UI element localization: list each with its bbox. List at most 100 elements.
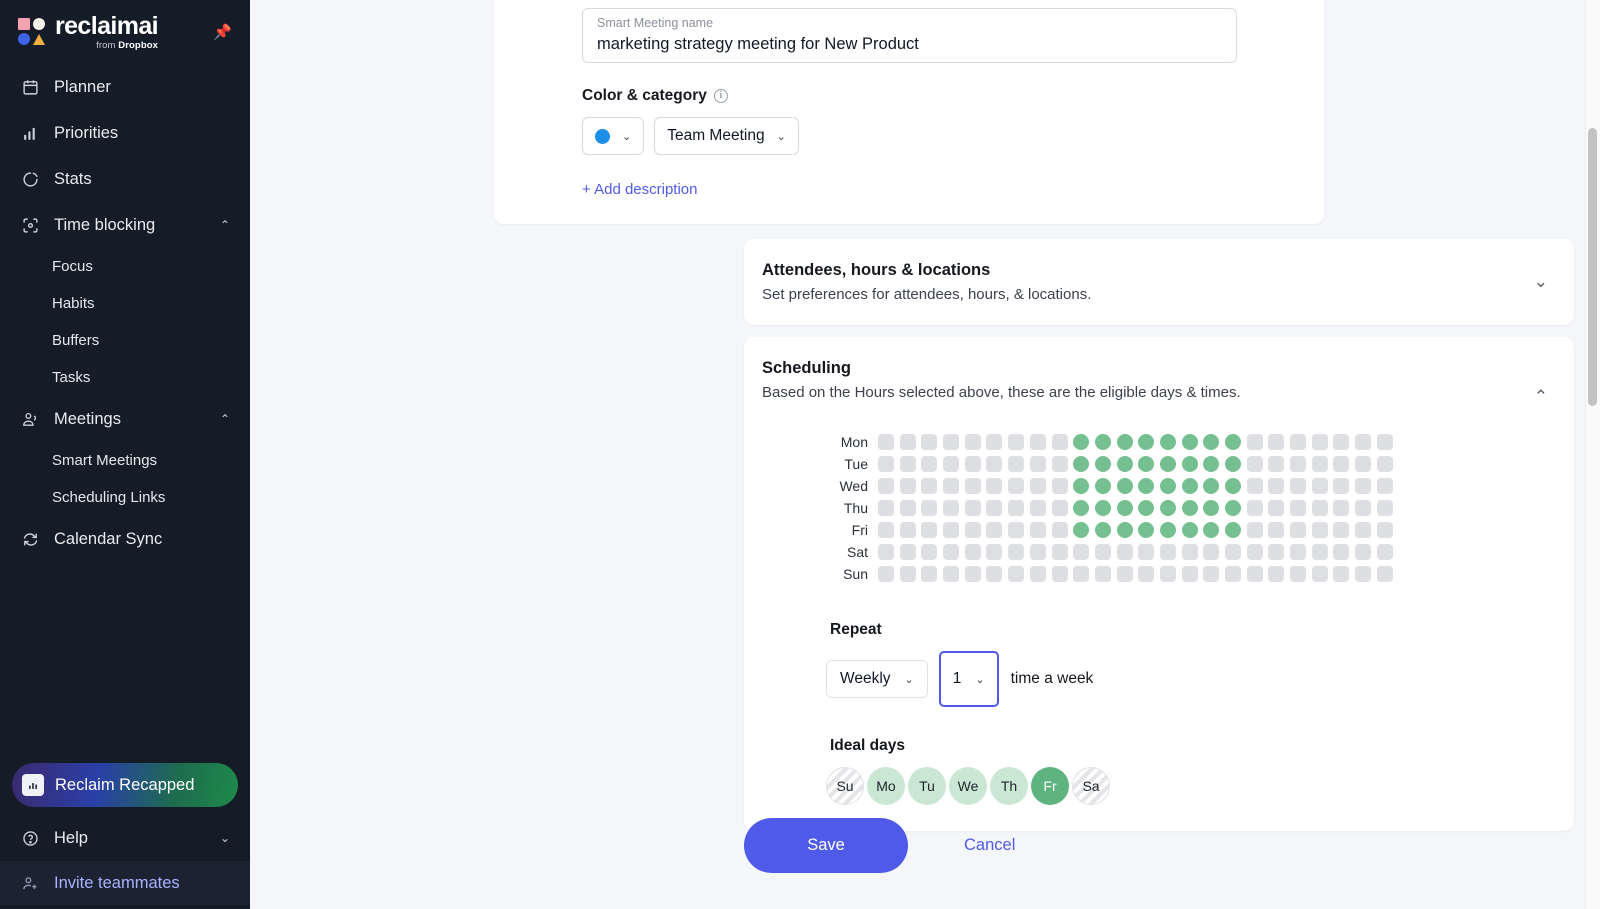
- availability-cell-selected[interactable]: [1116, 456, 1133, 472]
- availability-cell[interactable]: [1008, 544, 1025, 560]
- availability-cell-selected[interactable]: [1094, 500, 1111, 516]
- attendees-hours-locations-card[interactable]: Attendees, hours & locations Set prefere…: [744, 239, 1574, 325]
- ideal-day-chip-tu[interactable]: Tu: [908, 767, 946, 805]
- availability-cell-selected[interactable]: [1181, 434, 1198, 450]
- availability-cell-selected[interactable]: [1181, 500, 1198, 516]
- availability-cell-selected[interactable]: [1094, 478, 1111, 494]
- invite-teammates-button[interactable]: Invite teammates: [0, 861, 250, 905]
- info-icon[interactable]: i: [713, 89, 728, 103]
- add-description-link[interactable]: + Add description: [582, 181, 698, 198]
- availability-cell[interactable]: [1008, 522, 1025, 538]
- sidebar-item-focus[interactable]: Focus: [0, 248, 250, 285]
- availability-cell-selected[interactable]: [1073, 434, 1090, 450]
- availability-cell[interactable]: [1051, 544, 1068, 560]
- availability-cell[interactable]: [1290, 500, 1307, 516]
- availability-cell[interactable]: [1333, 456, 1350, 472]
- availability-cell[interactable]: [921, 544, 938, 560]
- sidebar-item-meetings[interactable]: Meetings ⌃: [0, 396, 250, 442]
- availability-cell[interactable]: [943, 522, 960, 538]
- sidebar-item-smart-meetings[interactable]: Smart Meetings: [0, 442, 250, 479]
- availability-cell[interactable]: [1246, 434, 1263, 450]
- availability-cell[interactable]: [878, 434, 894, 450]
- availability-cell-selected[interactable]: [1138, 456, 1155, 472]
- availability-cell[interactable]: [1051, 566, 1068, 582]
- availability-cell-selected[interactable]: [1094, 522, 1111, 538]
- sidebar-item-scheduling-links[interactable]: Scheduling Links: [0, 479, 250, 516]
- availability-cell[interactable]: [964, 500, 981, 516]
- availability-cell[interactable]: [1311, 544, 1328, 560]
- pin-icon[interactable]: 📌: [213, 23, 232, 41]
- availability-cell[interactable]: [1290, 478, 1307, 494]
- availability-cell[interactable]: [943, 456, 960, 472]
- availability-cell[interactable]: [1246, 478, 1263, 494]
- availability-cell[interactable]: [943, 434, 960, 450]
- sidebar-item-buffers[interactable]: Buffers: [0, 322, 250, 359]
- availability-cell[interactable]: [1376, 522, 1393, 538]
- sidebar-item-help[interactable]: Help ⌄: [0, 815, 250, 861]
- availability-cell-selected[interactable]: [1116, 522, 1133, 538]
- availability-cell-selected[interactable]: [1138, 522, 1155, 538]
- availability-cell[interactable]: [1094, 566, 1111, 582]
- availability-cell[interactable]: [986, 566, 1003, 582]
- availability-cell[interactable]: [1051, 434, 1068, 450]
- availability-cell[interactable]: [1008, 478, 1025, 494]
- availability-cell[interactable]: [1355, 544, 1372, 560]
- availability-cell[interactable]: [1290, 566, 1307, 582]
- availability-cell[interactable]: [1159, 566, 1176, 582]
- availability-cell-selected[interactable]: [1225, 500, 1241, 516]
- availability-cell[interactable]: [986, 500, 1003, 516]
- sidebar-item-planner[interactable]: Planner: [0, 64, 250, 110]
- availability-cell[interactable]: [1138, 544, 1155, 560]
- availability-cell[interactable]: [1311, 566, 1328, 582]
- availability-cell[interactable]: [1290, 434, 1307, 450]
- availability-cell[interactable]: [1029, 456, 1046, 472]
- availability-cell[interactable]: [1008, 434, 1025, 450]
- save-button[interactable]: Save: [744, 818, 908, 873]
- availability-cell[interactable]: [1225, 544, 1241, 560]
- availability-cell[interactable]: [986, 478, 1003, 494]
- availability-cell[interactable]: [1333, 500, 1350, 516]
- availability-cell[interactable]: [1355, 522, 1372, 538]
- availability-cell[interactable]: [899, 566, 916, 582]
- availability-cell[interactable]: [1290, 544, 1307, 560]
- availability-cell[interactable]: [1051, 500, 1068, 516]
- availability-cell[interactable]: [1246, 500, 1263, 516]
- vertical-scrollbar-track[interactable]: [1585, 0, 1600, 909]
- availability-cell[interactable]: [1268, 434, 1285, 450]
- availability-cell-selected[interactable]: [1116, 478, 1133, 494]
- availability-cell[interactable]: [1290, 522, 1307, 538]
- availability-cell[interactable]: [964, 544, 981, 560]
- availability-cell[interactable]: [1355, 500, 1372, 516]
- availability-cell[interactable]: [964, 566, 981, 582]
- availability-cell[interactable]: [1333, 544, 1350, 560]
- repeat-frequency-select[interactable]: Weekly ⌄: [826, 660, 928, 698]
- reclaim-recapped-button[interactable]: Reclaim Recapped: [12, 763, 238, 807]
- availability-cell[interactable]: [1311, 478, 1328, 494]
- availability-cell[interactable]: [899, 522, 916, 538]
- availability-cell[interactable]: [1029, 566, 1046, 582]
- availability-cell[interactable]: [1008, 500, 1025, 516]
- availability-cell[interactable]: [1159, 544, 1176, 560]
- availability-cell[interactable]: [1246, 522, 1263, 538]
- category-select[interactable]: Team Meeting ⌄: [654, 117, 799, 155]
- color-picker[interactable]: ⌄: [582, 117, 645, 155]
- availability-cell[interactable]: [899, 434, 916, 450]
- availability-cell[interactable]: [943, 478, 960, 494]
- chevron-up-icon[interactable]: ⌃: [219, 412, 230, 426]
- availability-cell[interactable]: [1268, 566, 1285, 582]
- availability-cell[interactable]: [1290, 456, 1307, 472]
- availability-cell[interactable]: [1376, 500, 1393, 516]
- availability-cell-selected[interactable]: [1225, 456, 1241, 472]
- availability-cell[interactable]: [1333, 478, 1350, 494]
- availability-cell[interactable]: [1376, 544, 1393, 560]
- availability-cell[interactable]: [1029, 522, 1046, 538]
- availability-cell-selected[interactable]: [1225, 434, 1241, 450]
- availability-cell-selected[interactable]: [1159, 478, 1176, 494]
- availability-cell[interactable]: [1268, 522, 1285, 538]
- availability-cell[interactable]: [1268, 500, 1285, 516]
- availability-cell[interactable]: [1268, 456, 1285, 472]
- ideal-day-chip-mo[interactable]: Mo: [867, 767, 905, 805]
- availability-cell[interactable]: [1376, 456, 1393, 472]
- availability-cell-selected[interactable]: [1181, 478, 1198, 494]
- availability-cell-selected[interactable]: [1138, 478, 1155, 494]
